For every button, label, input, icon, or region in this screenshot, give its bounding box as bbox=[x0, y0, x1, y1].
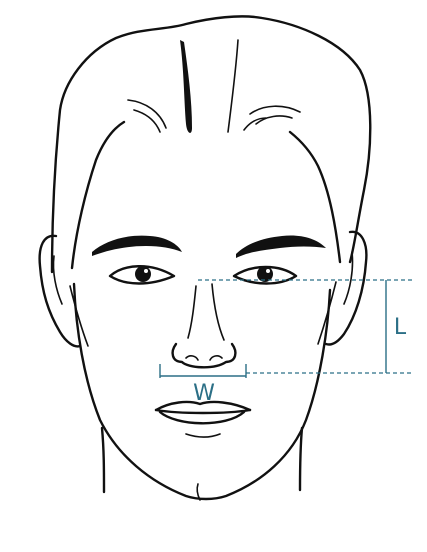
lip-line bbox=[154, 408, 252, 415]
jaw-outline bbox=[72, 282, 332, 501]
hair-outline bbox=[50, 15, 372, 274]
hairline-left bbox=[70, 120, 126, 270]
nose-bridge-left bbox=[187, 285, 197, 339]
hairline-right bbox=[288, 130, 342, 264]
left-eyebrow bbox=[92, 235, 182, 256]
hair-strand bbox=[127, 99, 167, 129]
chin-line bbox=[196, 483, 201, 501]
left-eye-outline bbox=[108, 265, 176, 285]
left-ear-inner bbox=[52, 255, 63, 305]
nostril-left bbox=[185, 355, 199, 361]
nose-tip bbox=[171, 342, 237, 369]
cheek-line-right bbox=[317, 281, 337, 345]
cheek-line-left bbox=[69, 285, 89, 347]
right-eye-outline bbox=[232, 265, 298, 285]
nose-bridge-right bbox=[211, 283, 225, 341]
chin-crease bbox=[185, 433, 221, 438]
hair-strand bbox=[133, 109, 161, 133]
hair-strand bbox=[227, 39, 239, 133]
hair-strand bbox=[255, 115, 293, 125]
lower-lip bbox=[158, 410, 246, 425]
left-iris bbox=[135, 266, 151, 282]
length-label: L bbox=[394, 315, 407, 340]
hair-strand bbox=[249, 105, 301, 115]
right-eyebrow bbox=[236, 235, 326, 258]
upper-lip bbox=[154, 400, 252, 412]
nose-width-measure bbox=[159, 364, 247, 378]
left-eye-highlight bbox=[144, 269, 148, 273]
hair-strand bbox=[243, 117, 267, 131]
right-eye-highlight bbox=[266, 269, 270, 273]
width-label: W bbox=[193, 381, 215, 406]
right-ear-inner bbox=[343, 251, 354, 305]
nostril-right bbox=[209, 355, 223, 361]
nose-length-measure bbox=[198, 279, 414, 374]
right-ear bbox=[324, 230, 368, 346]
neck-right bbox=[298, 426, 304, 492]
hair-part bbox=[180, 40, 192, 133]
neck-left bbox=[100, 426, 106, 494]
left-ear bbox=[38, 234, 82, 348]
